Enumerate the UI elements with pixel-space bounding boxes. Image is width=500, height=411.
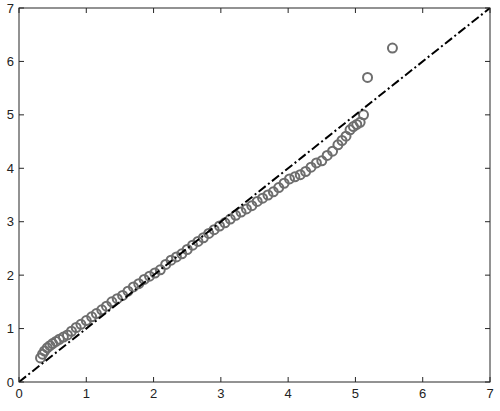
- y-tick: [19, 221, 24, 222]
- x-tick-label: 6: [419, 386, 426, 401]
- x-tick: [355, 377, 356, 382]
- x-tick-label: 7: [486, 386, 493, 401]
- y-tick-label: 2: [7, 268, 14, 283]
- chart-container: 0 1 2 3 4 5 6 7 0 1 2 3 4 5 6 7: [0, 0, 500, 411]
- y-tick-label: 1: [7, 321, 14, 336]
- x-tick: [288, 8, 289, 13]
- data-point: [317, 156, 326, 165]
- y-tick-label: 0: [7, 375, 14, 390]
- x-tick: [422, 377, 423, 382]
- data-point: [388, 44, 397, 53]
- plot-frame: [19, 8, 490, 382]
- x-tick-label: 1: [83, 386, 90, 401]
- y-tick: [485, 114, 490, 115]
- x-tick: [288, 377, 289, 382]
- reference-line: [19, 8, 490, 382]
- x-tick-label: 2: [150, 386, 157, 401]
- x-tick: [355, 8, 356, 13]
- x-tick: [86, 377, 87, 382]
- y-tick: [19, 275, 24, 276]
- y-tick-label: 5: [7, 107, 14, 122]
- x-tick: [153, 377, 154, 382]
- x-tick: [220, 377, 221, 382]
- plot-background: [19, 8, 490, 382]
- y-tick: [485, 328, 490, 329]
- data-group: [19, 8, 490, 382]
- x-tick: [422, 8, 423, 13]
- x-tick-label: 0: [15, 386, 22, 401]
- y-tick: [19, 168, 24, 169]
- y-tick: [485, 275, 490, 276]
- y-tick: [19, 328, 24, 329]
- y-tick: [485, 221, 490, 222]
- y-tick-label: 4: [7, 161, 14, 176]
- y-tick: [19, 114, 24, 115]
- x-tick: [220, 8, 221, 13]
- data-point: [363, 73, 372, 82]
- x-tick: [153, 8, 154, 13]
- y-tick-label: 7: [7, 1, 14, 16]
- y-tick: [485, 168, 490, 169]
- y-tick: [19, 61, 24, 62]
- data-point: [359, 110, 368, 119]
- chart-svg: 0 1 2 3 4 5 6 7 0 1 2 3 4 5 6 7: [0, 0, 500, 411]
- x-tick-label: 3: [217, 386, 224, 401]
- x-tick-label: 5: [352, 386, 359, 401]
- y-tick-label: 3: [7, 214, 14, 229]
- x-tick-label: 4: [285, 386, 292, 401]
- y-tick: [485, 61, 490, 62]
- y-tick-label: 6: [7, 54, 14, 69]
- x-tick: [86, 8, 87, 13]
